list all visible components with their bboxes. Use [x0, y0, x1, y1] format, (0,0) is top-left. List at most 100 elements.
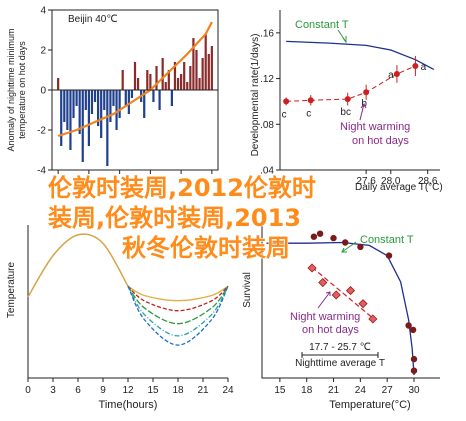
bar — [109, 90, 112, 122]
constant-point — [405, 322, 412, 329]
trend-line — [57, 21, 213, 138]
bar — [164, 82, 167, 90]
x-ticks: 15 18 21 24 27 30 — [274, 378, 420, 396]
bar — [189, 66, 192, 90]
constant-point — [342, 239, 349, 246]
range-label: 17.7 - 25.7 ℃ — [309, 342, 371, 353]
panel-temperature-time: 0 3 6 9 12 15 18 21 24 Temperature Time(hours) — [6, 225, 234, 411]
bar — [69, 90, 72, 150]
bar — [192, 38, 195, 90]
overlay-line-1: 伦敦时装周,2012伦敦时 — [48, 174, 316, 202]
x-ticks: 0 3 6 9 12 15 18 21 24 — [25, 378, 234, 396]
bar — [90, 90, 94, 114]
constant-point — [410, 367, 418, 374]
constant-point — [409, 326, 417, 334]
bar — [63, 90, 66, 122]
bar — [170, 90, 173, 106]
bar — [78, 90, 81, 134]
y-tick-label: .08 — [260, 120, 274, 131]
overlay-line-2: 装周,伦敦时装周,2013 — [48, 204, 301, 232]
x-tick-label: 27 — [382, 385, 394, 396]
bar — [173, 62, 177, 90]
bar — [149, 74, 152, 90]
bar — [201, 58, 204, 90]
data-point — [363, 89, 370, 96]
night-warming-label-1: Night warming — [340, 121, 410, 133]
constant-point — [357, 243, 364, 251]
bar — [195, 50, 198, 90]
temperature-curves — [27, 233, 229, 346]
bar — [112, 90, 115, 106]
bar — [75, 90, 78, 106]
plot-frame — [51, 9, 219, 171]
y-axis-label-line2: temperature on hot days — [17, 41, 27, 139]
night-point — [307, 263, 317, 273]
bar — [72, 90, 75, 118]
night-arrow — [317, 291, 331, 309]
y-axis-label: Survival — [242, 272, 253, 308]
x-tick-label: 27.6 — [356, 176, 376, 187]
constant-curve — [286, 40, 435, 70]
y-tick-label: -2 — [37, 126, 46, 137]
bar — [136, 78, 140, 90]
night-points — [307, 263, 378, 324]
day-curve — [27, 233, 129, 298]
x-tick-label: 28.6 — [418, 176, 438, 187]
data-point — [412, 63, 419, 69]
night-curve — [127, 285, 229, 337]
bar — [103, 90, 106, 110]
night-warming-label-2: on hot days — [352, 135, 409, 147]
constant-point — [385, 252, 393, 259]
y-axis-label: Anomaly of nighttime minimum temperature… — [6, 28, 27, 151]
y-axis-label-line1: Anomaly of nighttime minimum — [6, 28, 16, 151]
y-ticks: 4 2 0 -2 -4 — [37, 6, 52, 177]
night-point — [345, 286, 356, 296]
y-tick-label: -4 — [37, 166, 46, 177]
constant-points — [310, 230, 418, 374]
y-tick-label: 2 — [40, 46, 46, 57]
x-tick-label: 21 — [328, 385, 340, 396]
night-trend-line — [311, 266, 376, 321]
overlay-line-3: 秋冬伦敦时装周 — [122, 234, 290, 262]
bar — [81, 90, 84, 162]
bar — [124, 90, 127, 106]
constant-point — [310, 233, 318, 240]
constant-arrowhead — [341, 247, 347, 253]
x-axis-label: Time(hours) — [99, 399, 158, 411]
y-ticks: .16 .12 .08 .04 — [260, 28, 280, 177]
x-tick-label: 6 — [75, 385, 81, 396]
point-letter: c — [306, 108, 311, 119]
bar — [100, 90, 103, 138]
y-tick-label: 4 — [40, 6, 46, 17]
x-ticks: 27.6 28.0 28.6 — [356, 170, 438, 187]
range-bracket-ends — [301, 352, 379, 358]
data-point — [344, 96, 351, 103]
constant-point — [410, 355, 418, 363]
bar — [118, 90, 121, 118]
point-letter: c — [282, 109, 287, 120]
bar — [161, 58, 164, 90]
night-curve — [127, 285, 229, 325]
bar — [106, 90, 109, 166]
point-letter: a — [388, 70, 394, 81]
x-tick-label: 12 — [122, 385, 134, 396]
data-point — [307, 97, 314, 104]
y-tick-label: .12 — [260, 74, 274, 85]
bar — [143, 90, 146, 118]
x-tick-label: 18 — [172, 385, 184, 396]
x-axis-label: Daily average T(°C) — [355, 182, 443, 193]
night-arrow — [359, 103, 365, 121]
constant-arrowhead — [342, 36, 347, 44]
x-tick-label: 28.0 — [381, 176, 401, 187]
bar — [87, 90, 90, 146]
bar — [186, 82, 189, 90]
bar — [130, 90, 134, 98]
bar — [204, 34, 207, 90]
x-tick-label: 15 — [274, 385, 286, 396]
night-curve — [127, 285, 229, 346]
x-tick-label: 9 — [100, 385, 106, 396]
bar — [93, 90, 97, 102]
constant-point — [316, 230, 324, 237]
night-curve — [127, 285, 229, 312]
